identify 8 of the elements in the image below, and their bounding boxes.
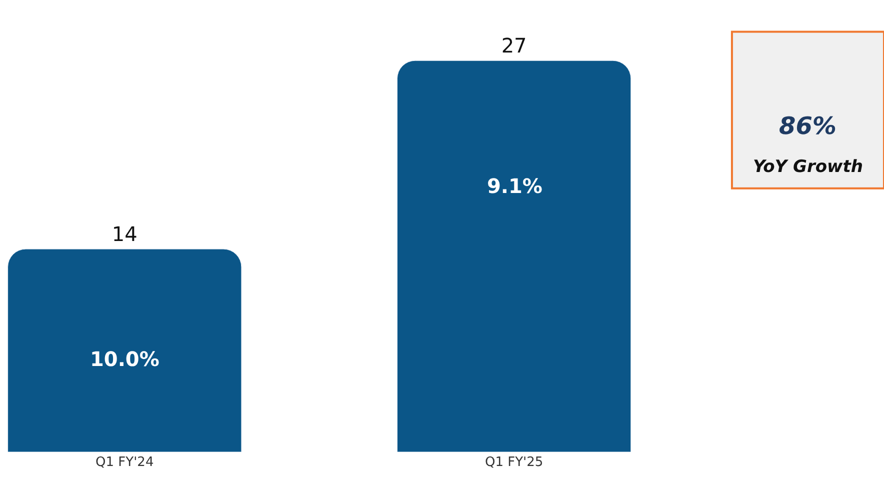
data-label: 14 [112, 222, 138, 246]
data-label: 27 [501, 34, 527, 58]
text: YoY Growth [753, 157, 863, 177]
annotation: 9.1% [487, 174, 542, 198]
x-tick-label: Q1 FY'24 [96, 455, 154, 470]
text: 86% [779, 112, 836, 140]
annotation: 10.0% [90, 347, 160, 371]
x-tick-label: Q1 FY'25 [484, 455, 544, 470]
